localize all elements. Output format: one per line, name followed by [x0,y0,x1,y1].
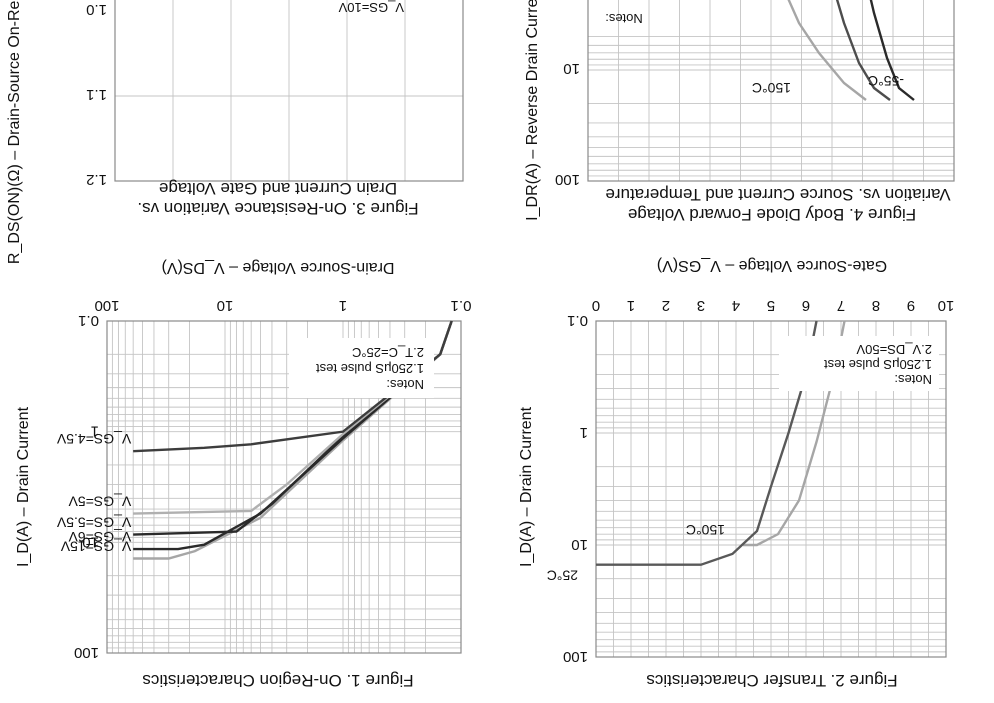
fig1-xtick-0: 0.1 [451,297,472,314]
figure-4-frame [587,0,955,182]
figure-4-y-axis-title: I_DR(A) – Reverse Drain Current [524,0,541,221]
figure-4-label-150c: 150°C [752,80,791,96]
figure-1-frame [106,320,462,654]
fig1-series-label-2: V_GS=5.5V [56,515,131,531]
fig1-xtick-1: 1 [339,297,347,314]
figure-4-curves [787,0,915,101]
figure-4-ticks: 10 100 [555,60,580,188]
fig1-series-label-0: V_GS=15V [60,539,131,555]
fig2-series-label-1: 25°C [547,568,578,584]
fig2-xtick-7: 7 [837,297,845,314]
fig2-ytick-2: 10 [571,536,588,553]
figure-3-grid [115,0,463,181]
fig4-series-1 [835,0,891,101]
fig2-xtick-2: 2 [662,297,670,314]
figure-2-note-1: Notes: [894,372,932,387]
fig1-series-label-1: V_GS=6V [68,529,131,545]
fig3-ytick-2: 1.2 [86,171,107,188]
figure-1-note-1: Notes: [386,377,424,392]
fig2-xtick-6: 6 [802,297,810,314]
figure-3-ticks: 1.0 1.1 1.2 [86,1,107,188]
fig2-xtick-1: 1 [627,297,635,314]
fig2-ytick-1: 1 [580,424,588,441]
figure-1-x-axis-title: Drain-Source Voltage – V_DS(V) [162,259,395,276]
figure-3-frame [114,0,464,182]
fig1-series-4 [133,320,453,453]
figure-2-caption: Figure 2. Transfer Characteristics [646,671,897,690]
figure-2-x-axis-title: Gate-Source Voltage – V_GS(V) [657,257,887,274]
fig2-series-label-0: 150°C [686,522,725,538]
figure-4-label-minus55c: -55°C [868,73,904,89]
fig3-ytick-1: 1.1 [86,86,107,103]
fig2-xtick-10: 10 [938,297,955,314]
figure-2-note-2: 1.250μS pulse test [824,357,932,372]
fig1-ytick-3: 100 [74,644,99,661]
figure-4-grid [588,0,954,182]
figure-3-note: V_GS=10V [338,0,404,15]
figure-1-grid [106,320,462,654]
figure-3-caption-line-2: Drain Current and Gate Voltage [159,179,397,198]
fig2-xtick-4: 4 [732,297,740,314]
fig1-series-label-3: V_GS=5V [68,494,131,510]
fig4-ytick-1: 100 [555,171,580,188]
fig4-series-2 [869,0,915,101]
fig2-xtick-3: 3 [697,297,705,314]
fig1-ytick-1: 1 [91,423,99,440]
fig2-xtick-5: 5 [767,297,775,314]
fig1-series-label-4: V_GS=4.5V [56,431,131,447]
figure-4-body-diode: 10 100 Notes: 150°C -55°C Figure 4. Body … [524,0,955,224]
fig1-xtick-3: 100 [94,297,119,314]
figure-4-note: Notes: [605,11,643,26]
figure-2-frame [595,320,947,658]
figure-1-y-axis-title: I_D(A) – Drain Current [15,406,32,567]
fig2-xtick-9: 9 [907,297,915,314]
figure-1-note-2: 1.250μS pulse test [316,361,424,376]
figure-3-caption-line-1: Figure 3. On-Resistance Variation vs. [137,199,418,218]
fig2-ytick-0: 0.1 [567,312,588,329]
figure-1-caption: Figure 1. On-Region Characteristics [142,671,413,690]
fig3-ytick-0: 1.0 [86,1,107,18]
figure-3-on-resistance: 1.0 1.1 1.2 V_GS=10V Figure 3. On-Resistan… [6,0,464,264]
fig1-xtick-2: 10 [217,297,234,314]
figure-1-note-3: 2.T_C=25°C [352,345,424,360]
fig2-xtick-8: 8 [872,297,880,314]
fig1-ytick-2: 10 [82,533,99,550]
figure-2-notes-box [779,336,939,391]
figure-2-transfer: 150°C 25°C 0 1 2 3 4 5 6 7 8 9 10 0.1 1 10 100 Notes: 1… [518,257,954,690]
fig4-ytick-0: 10 [563,60,580,77]
figure-4-caption-line-1: Figure 4. Body Diode Forward Voltage [628,205,916,224]
fig1-ytick-0: 0.1 [78,312,99,329]
fig2-xtick-0: 0 [592,297,600,314]
figure-3-y-axis-title: R_DS(ON)(Ω) – Drain-Source On-Resistance [6,0,23,264]
fig4-series-0 [787,0,867,101]
figure-2-y-axis-title: I_D(A) – Drain Current [518,406,535,567]
fig2-ytick-3: 100 [563,648,588,665]
figure-1-notes-box [289,338,434,398]
figure-2-ticks: 0 1 2 3 4 5 6 7 8 9 10 0.1 1 10 100 [563,297,954,665]
figure-4-caption-line-2: Variation vs. Source Current and Tempera… [605,185,950,204]
figure-2-note-3: 2.V_DS=50V [856,342,932,357]
